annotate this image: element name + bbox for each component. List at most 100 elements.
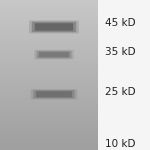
Bar [0, 4, 98, 6]
Text: 25 kD: 25 kD [105, 87, 136, 97]
FancyBboxPatch shape [31, 89, 77, 99]
Bar [0, 81, 98, 82]
FancyBboxPatch shape [32, 22, 76, 32]
Bar [0, 70, 98, 72]
Bar [0, 117, 98, 118]
Bar [0, 90, 98, 91]
Bar [0, 75, 98, 76]
Bar [0, 102, 98, 103]
Bar [0, 27, 98, 28]
FancyBboxPatch shape [36, 91, 72, 97]
Bar [0, 126, 98, 127]
Bar [0, 112, 98, 114]
Bar [0, 120, 98, 121]
Bar [0, 87, 98, 88]
Bar [0, 66, 98, 67]
Bar [0, 0, 98, 2]
Bar [0, 105, 98, 106]
Bar [0, 15, 98, 16]
Bar [0, 49, 98, 51]
Bar [0, 45, 98, 46]
Text: 45 kD: 45 kD [105, 18, 136, 28]
Bar [0, 129, 98, 130]
FancyBboxPatch shape [39, 52, 69, 57]
Bar [0, 37, 98, 39]
Bar [0, 115, 98, 117]
Bar [0, 52, 98, 54]
Bar [0, 3, 98, 4]
Bar [0, 39, 98, 40]
Bar [0, 14, 98, 15]
Bar [0, 100, 98, 102]
Bar [0, 76, 98, 78]
Bar [0, 91, 98, 93]
Bar [0, 124, 98, 126]
Bar [0, 21, 98, 22]
Bar [0, 123, 98, 124]
Bar [0, 9, 98, 11]
Bar [0, 8, 98, 9]
Bar [0, 34, 98, 36]
Bar [0, 60, 98, 61]
Bar [0, 145, 98, 147]
Bar [0, 20, 98, 21]
Bar [0, 85, 98, 87]
Bar [0, 55, 98, 57]
FancyBboxPatch shape [34, 50, 74, 59]
FancyBboxPatch shape [35, 23, 73, 31]
Bar [0, 135, 98, 136]
Text: 10 kD: 10 kD [105, 139, 135, 149]
Bar [0, 16, 98, 18]
Bar [0, 94, 98, 96]
Bar [0, 67, 98, 69]
Bar [0, 144, 98, 145]
Text: 35 kD: 35 kD [105, 47, 136, 57]
Bar [0, 42, 98, 43]
Bar [0, 130, 98, 132]
Bar [0, 12, 98, 14]
Bar [0, 51, 98, 52]
Bar [0, 103, 98, 105]
Bar [0, 109, 98, 111]
Bar [0, 73, 98, 75]
Bar [0, 139, 98, 141]
Bar [0, 2, 98, 3]
Bar [0, 141, 98, 142]
Bar [0, 96, 98, 97]
Bar [0, 6, 98, 8]
Bar [0, 46, 98, 48]
Bar [0, 43, 98, 45]
Bar [0, 133, 98, 135]
Bar [0, 78, 98, 79]
Bar [0, 84, 98, 85]
Bar [0, 40, 98, 42]
Bar [0, 58, 98, 60]
Bar [0, 36, 98, 37]
Bar [0, 97, 98, 99]
Bar [0, 24, 98, 26]
Bar [0, 31, 98, 33]
Bar [0, 18, 98, 20]
Bar [0, 28, 98, 30]
FancyBboxPatch shape [33, 90, 75, 98]
Bar [0, 111, 98, 112]
Bar [0, 121, 98, 123]
Bar [0, 33, 98, 34]
Bar [0, 63, 98, 64]
FancyBboxPatch shape [36, 51, 72, 58]
Bar [0, 99, 98, 100]
Bar [0, 127, 98, 129]
Bar [0, 136, 98, 138]
Bar [0, 118, 98, 120]
Bar [0, 88, 98, 90]
Bar [0, 57, 98, 58]
FancyBboxPatch shape [29, 20, 79, 33]
Bar [0, 142, 98, 144]
Bar [0, 147, 98, 148]
Bar [0, 106, 98, 108]
Bar [0, 30, 98, 31]
Bar [0, 114, 98, 115]
Bar [0, 93, 98, 94]
Bar [0, 22, 98, 24]
Bar [0, 54, 98, 55]
